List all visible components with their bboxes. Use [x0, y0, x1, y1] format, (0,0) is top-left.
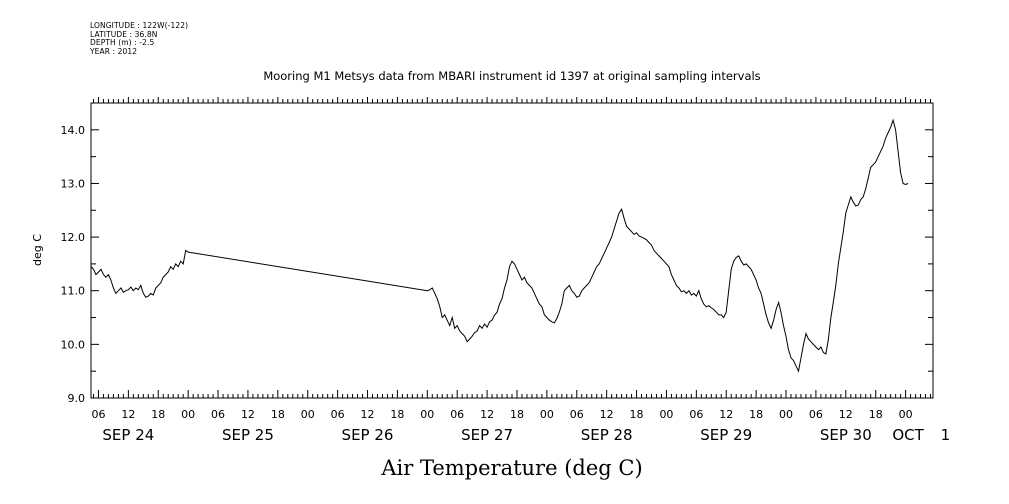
x-hour-tick-label: 12: [480, 408, 494, 421]
x-hour-tick-label: 00: [659, 408, 673, 421]
y-tick-label: 13.0: [61, 177, 86, 190]
x-hour-tick-label: 00: [181, 408, 195, 421]
x-day-label: SEP 29: [700, 426, 752, 444]
x-hour-tick-label: 12: [121, 408, 135, 421]
x-day-label: 1: [941, 426, 951, 444]
x-axis-ticks: 06 12 18 00 06 12 18 00 06 12 18 00 06 12 18 00 06 12 18 00…: [91, 97, 950, 444]
x-day-label: SEP 28: [581, 426, 633, 444]
x-hour-tick-label: 12: [600, 408, 614, 421]
x-day-label: OCT: [892, 426, 924, 444]
y-tick-label: 11.0: [61, 285, 86, 298]
plot-frame: [90, 102, 934, 399]
series-line-air-temperature: [90, 118, 909, 373]
y-tick-label: 14.0: [61, 124, 86, 137]
x-hour-tick-label: 18: [151, 408, 165, 421]
x-day-label: SEP 30: [820, 426, 872, 444]
y-tick-label: 9.0: [68, 392, 86, 405]
x-hour-tick-label: 12: [719, 408, 733, 421]
x-hour-tick-label: 00: [899, 408, 913, 421]
x-hour-tick-label: 06: [211, 408, 225, 421]
x-hour-tick-label: 12: [241, 408, 255, 421]
x-hour-tick-label: 18: [271, 408, 285, 421]
x-hour-tick-label: 18: [869, 408, 883, 421]
y-axis-label: deg C: [31, 234, 44, 266]
x-hour-tick-label: 18: [630, 408, 644, 421]
x-hour-tick-label: 06: [450, 408, 464, 421]
metadata-year: YEAR : 2012: [90, 46, 138, 56]
x-hour-tick-label: 00: [779, 408, 793, 421]
x-hour-tick-label: 06: [91, 408, 105, 421]
metadata-latitude: LATITUDE : 36.8N: [90, 29, 158, 39]
x-day-label: SEP 27: [461, 426, 513, 444]
metadata-block: LONGITUDE : 122W(-122) LATITUDE : 36.8N …: [90, 21, 189, 56]
x-hour-tick-label: 12: [361, 408, 375, 421]
y-axis-ticks: 9.0 10.0 11.0 12.0 13.0 14.0: [61, 102, 933, 405]
x-hour-tick-label: 00: [420, 408, 434, 421]
x-day-label: SEP 24: [102, 426, 154, 444]
chart-title: Mooring M1 Metsys data from MBARI instru…: [263, 69, 760, 83]
x-hour-tick-label: 18: [390, 408, 404, 421]
x-day-label: SEP 26: [342, 426, 394, 444]
x-axis-label: Air Temperature (deg C): [380, 456, 642, 480]
x-day-label: SEP 25: [222, 426, 274, 444]
x-hour-tick-label: 18: [749, 408, 763, 421]
x-hour-tick-label: 06: [570, 408, 584, 421]
y-tick-label: 12.0: [61, 231, 86, 244]
metadata-longitude: LONGITUDE : 122W(-122): [90, 21, 189, 30]
plot-axes: [90, 102, 934, 399]
x-hour-tick-label: 12: [839, 408, 853, 421]
x-hour-tick-label: 06: [689, 408, 703, 421]
x-hour-tick-label: 06: [809, 408, 823, 421]
metadata-depth: DEPTH (m) : -2.5: [90, 38, 155, 47]
y-tick-label: 10.0: [61, 338, 86, 351]
x-hour-tick-label: 18: [510, 408, 524, 421]
x-hour-tick-label: 06: [331, 408, 345, 421]
x-hour-tick-label: 00: [540, 408, 554, 421]
x-hour-tick-label: 00: [301, 408, 315, 421]
